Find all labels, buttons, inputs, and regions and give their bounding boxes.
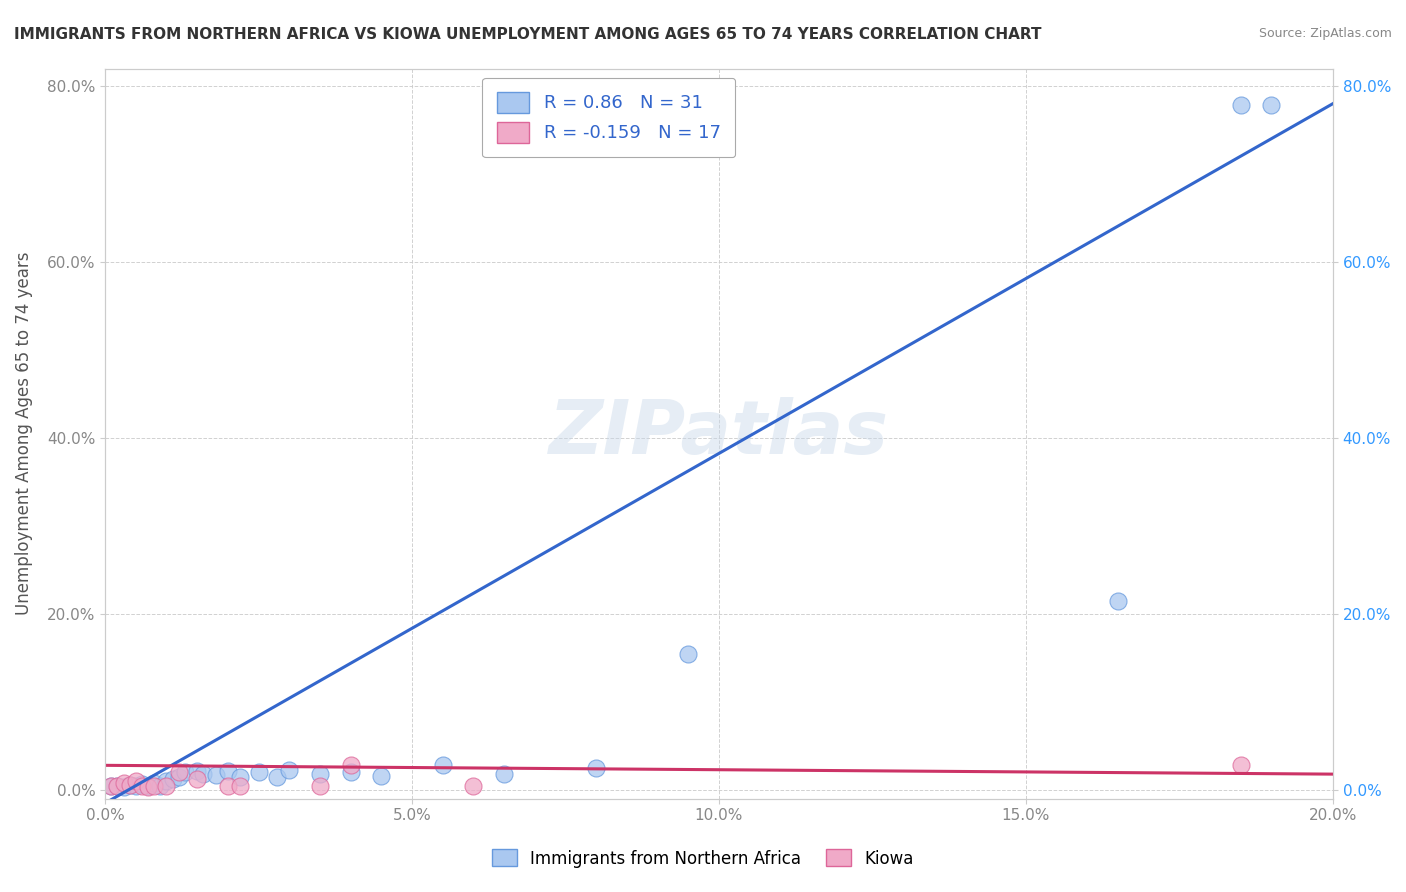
Point	[136, 780, 159, 795]
Point	[112, 776, 135, 790]
Point	[167, 770, 190, 784]
Point	[118, 778, 141, 792]
Text: Source: ZipAtlas.com: Source: ZipAtlas.com	[1258, 27, 1392, 40]
Point	[118, 778, 141, 792]
Point	[217, 779, 239, 793]
Point	[131, 777, 153, 791]
Point	[229, 770, 252, 784]
Point	[678, 647, 700, 661]
Point	[105, 779, 128, 793]
Point	[155, 779, 177, 793]
Point	[125, 780, 148, 794]
Point	[143, 776, 166, 790]
Point	[186, 772, 208, 786]
Point	[494, 767, 516, 781]
Point	[217, 764, 239, 778]
Point	[1229, 98, 1251, 112]
Point	[229, 779, 252, 793]
Point	[193, 767, 215, 781]
Point	[131, 779, 153, 793]
Point	[339, 765, 361, 780]
Point	[112, 780, 135, 795]
Legend: Immigrants from Northern Africa, Kiowa: Immigrants from Northern Africa, Kiowa	[481, 838, 925, 880]
Point	[174, 765, 197, 780]
Point	[432, 758, 454, 772]
Point	[370, 769, 392, 783]
Point	[309, 779, 332, 793]
Point	[309, 767, 332, 781]
Point	[186, 764, 208, 778]
Point	[278, 763, 301, 777]
Point	[167, 765, 190, 780]
Point	[100, 779, 122, 793]
Y-axis label: Unemployment Among Ages 65 to 74 years: Unemployment Among Ages 65 to 74 years	[15, 252, 32, 615]
Legend: R = 0.86   N = 31, R = -0.159   N = 17: R = 0.86 N = 31, R = -0.159 N = 17	[482, 78, 735, 157]
Point	[585, 761, 607, 775]
Point	[143, 779, 166, 793]
Point	[1229, 758, 1251, 772]
Point	[266, 770, 288, 784]
Point	[1260, 98, 1282, 112]
Point	[100, 779, 122, 793]
Point	[162, 772, 184, 787]
Text: ZIPatlas: ZIPatlas	[548, 397, 889, 470]
Text: IMMIGRANTS FROM NORTHERN AFRICA VS KIOWA UNEMPLOYMENT AMONG AGES 65 TO 74 YEARS : IMMIGRANTS FROM NORTHERN AFRICA VS KIOWA…	[14, 27, 1042, 42]
Point	[155, 774, 177, 789]
Point	[339, 758, 361, 772]
Point	[149, 780, 172, 794]
Point	[463, 779, 485, 793]
Point	[247, 765, 270, 780]
Point	[204, 768, 226, 782]
Point	[1107, 594, 1129, 608]
Point	[136, 779, 159, 793]
Point	[105, 779, 128, 793]
Point	[125, 774, 148, 789]
